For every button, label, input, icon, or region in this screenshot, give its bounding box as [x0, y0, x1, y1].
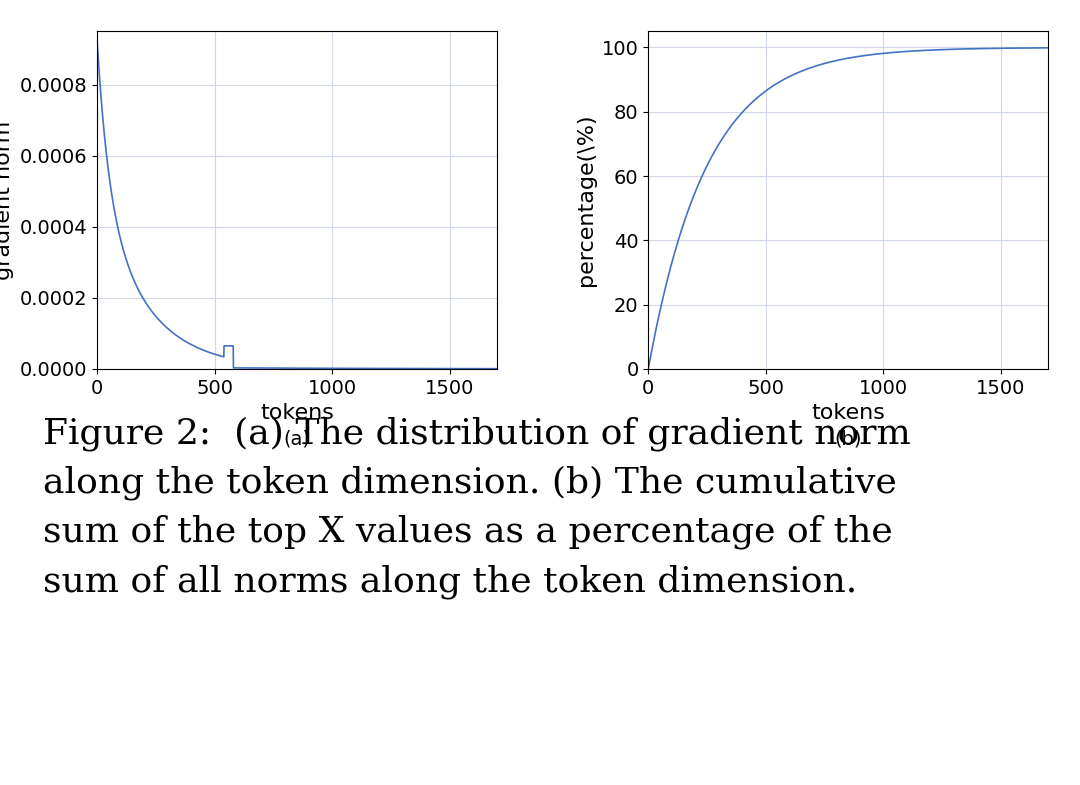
- Y-axis label: percentage(\%): percentage(\%): [576, 114, 596, 287]
- X-axis label: tokens: tokens: [811, 403, 885, 423]
- Text: (a): (a): [283, 429, 310, 449]
- Text: (b): (b): [834, 429, 862, 449]
- Text: Figure 2:  (a) The distribution of gradient norm
along the token dimension. (b) : Figure 2: (a) The distribution of gradie…: [43, 416, 910, 599]
- Y-axis label: gradient norm: gradient norm: [0, 121, 14, 279]
- X-axis label: tokens: tokens: [260, 403, 334, 423]
